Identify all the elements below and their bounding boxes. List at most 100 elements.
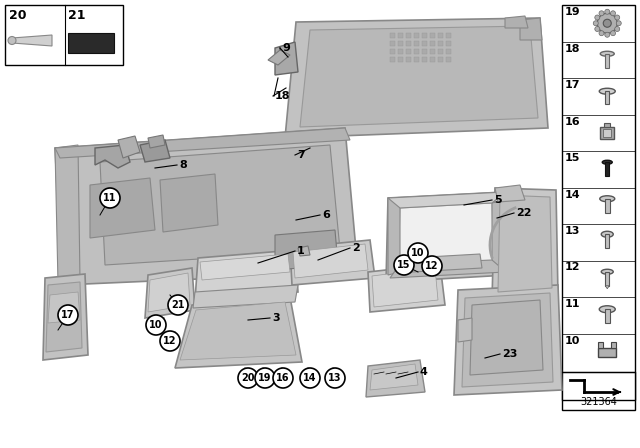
Circle shape bbox=[146, 315, 166, 335]
Polygon shape bbox=[275, 230, 338, 270]
Circle shape bbox=[273, 368, 293, 388]
Polygon shape bbox=[55, 128, 350, 158]
Bar bbox=[422, 33, 427, 38]
Bar bbox=[390, 33, 395, 38]
Polygon shape bbox=[175, 297, 302, 368]
Circle shape bbox=[599, 11, 604, 16]
Bar bbox=[390, 41, 395, 46]
Circle shape bbox=[238, 368, 258, 388]
Bar bbox=[406, 33, 411, 38]
Polygon shape bbox=[268, 50, 290, 65]
Circle shape bbox=[8, 36, 16, 44]
Text: 8: 8 bbox=[179, 160, 187, 170]
Circle shape bbox=[58, 305, 78, 325]
Polygon shape bbox=[285, 18, 548, 138]
Bar bbox=[598, 342, 604, 348]
Circle shape bbox=[408, 243, 428, 263]
Text: 10: 10 bbox=[149, 320, 163, 330]
Circle shape bbox=[160, 331, 180, 351]
Polygon shape bbox=[160, 174, 218, 232]
Bar bbox=[390, 57, 395, 62]
Text: 19: 19 bbox=[259, 373, 272, 383]
Bar bbox=[422, 41, 427, 46]
Text: 14: 14 bbox=[565, 190, 580, 199]
Circle shape bbox=[394, 255, 414, 275]
Bar bbox=[562, 372, 635, 400]
Circle shape bbox=[595, 15, 600, 20]
Bar bbox=[446, 41, 451, 46]
Bar bbox=[414, 41, 419, 46]
Bar bbox=[398, 33, 403, 38]
Bar bbox=[605, 234, 609, 248]
Bar bbox=[422, 49, 427, 54]
Ellipse shape bbox=[599, 306, 615, 313]
Ellipse shape bbox=[599, 88, 615, 94]
Text: 12: 12 bbox=[163, 336, 177, 346]
Text: 13: 13 bbox=[565, 226, 580, 236]
Text: 22: 22 bbox=[516, 208, 531, 218]
Polygon shape bbox=[100, 145, 340, 265]
Text: 5: 5 bbox=[494, 195, 502, 205]
Polygon shape bbox=[293, 244, 368, 278]
Circle shape bbox=[100, 188, 120, 208]
Circle shape bbox=[325, 368, 345, 388]
Bar bbox=[406, 57, 411, 62]
Bar bbox=[446, 57, 451, 62]
Bar bbox=[611, 342, 616, 348]
Bar bbox=[604, 123, 611, 127]
Polygon shape bbox=[46, 282, 82, 352]
Polygon shape bbox=[520, 18, 542, 40]
Polygon shape bbox=[148, 273, 190, 312]
Text: 6: 6 bbox=[322, 210, 330, 220]
Polygon shape bbox=[366, 360, 425, 397]
Polygon shape bbox=[605, 286, 609, 289]
Bar bbox=[605, 199, 610, 213]
Polygon shape bbox=[505, 16, 528, 28]
Text: 21: 21 bbox=[172, 300, 185, 310]
Bar bbox=[562, 5, 635, 410]
Text: 7: 7 bbox=[297, 150, 305, 160]
Circle shape bbox=[605, 32, 610, 37]
Text: 20: 20 bbox=[9, 9, 26, 22]
Text: 12: 12 bbox=[425, 261, 439, 271]
Bar bbox=[414, 57, 419, 62]
Circle shape bbox=[593, 21, 598, 26]
Text: 11: 11 bbox=[565, 299, 580, 309]
Polygon shape bbox=[462, 293, 553, 387]
Bar bbox=[414, 49, 419, 54]
Bar bbox=[446, 33, 451, 38]
Polygon shape bbox=[95, 145, 130, 168]
Text: 15: 15 bbox=[397, 260, 411, 270]
Circle shape bbox=[605, 9, 610, 14]
Circle shape bbox=[614, 26, 620, 31]
Bar bbox=[430, 57, 435, 62]
Polygon shape bbox=[410, 254, 482, 272]
Polygon shape bbox=[290, 240, 375, 285]
Text: 10: 10 bbox=[565, 336, 580, 345]
Bar bbox=[605, 272, 609, 286]
Bar bbox=[398, 41, 403, 46]
Circle shape bbox=[604, 19, 611, 27]
Circle shape bbox=[611, 31, 616, 36]
Circle shape bbox=[611, 11, 616, 16]
Circle shape bbox=[255, 368, 275, 388]
Text: 321364: 321364 bbox=[580, 397, 617, 407]
Text: 9: 9 bbox=[282, 43, 290, 53]
Bar bbox=[605, 309, 610, 323]
Text: 15: 15 bbox=[565, 153, 580, 163]
Polygon shape bbox=[148, 135, 165, 148]
Circle shape bbox=[614, 15, 620, 20]
Polygon shape bbox=[370, 364, 418, 390]
Bar bbox=[430, 41, 435, 46]
Polygon shape bbox=[372, 268, 438, 307]
Ellipse shape bbox=[602, 160, 612, 164]
Bar bbox=[406, 49, 411, 54]
Bar bbox=[598, 348, 616, 357]
Text: 19: 19 bbox=[565, 7, 580, 17]
Polygon shape bbox=[386, 192, 508, 282]
Polygon shape bbox=[118, 136, 140, 158]
Text: 3: 3 bbox=[272, 313, 280, 323]
Circle shape bbox=[300, 368, 320, 388]
Text: 4: 4 bbox=[420, 367, 428, 377]
Bar bbox=[438, 41, 443, 46]
